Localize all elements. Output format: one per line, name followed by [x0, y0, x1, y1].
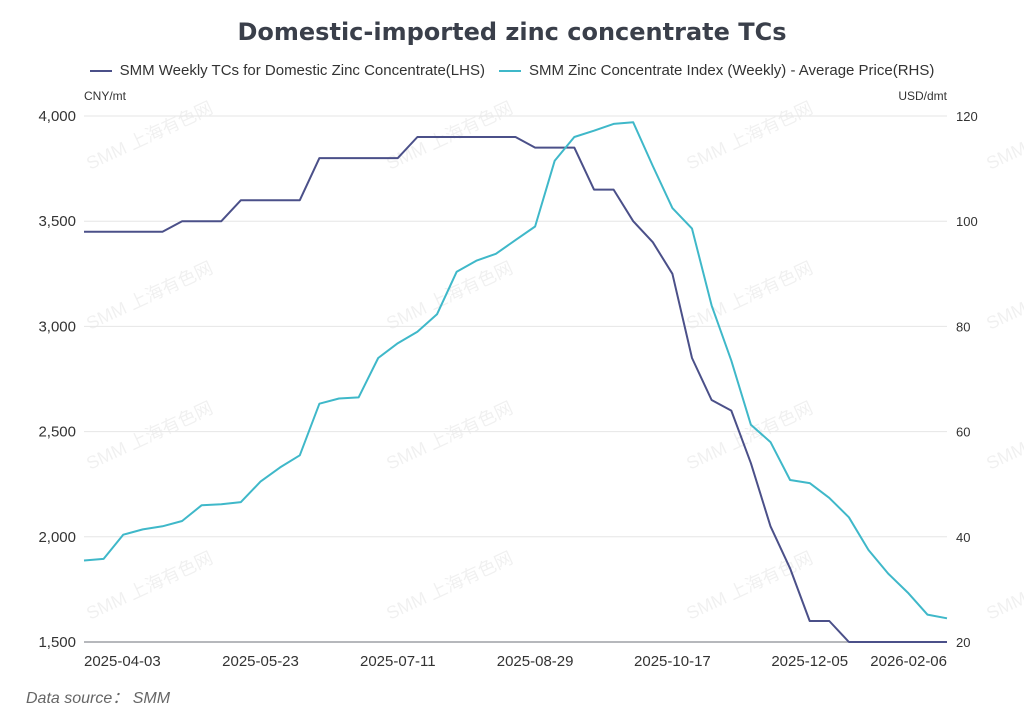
x-tick-label: 2025-07-11 — [360, 653, 436, 670]
watermark-text: SMM 上海有色网 — [383, 98, 516, 174]
right-tick-label: 60 — [956, 425, 970, 440]
watermark-text: SMM 上海有色网 — [83, 98, 216, 174]
data-source: Data source： SMM — [26, 690, 171, 707]
left-axis-unit: CNY/mt — [84, 89, 127, 103]
right-axis: 20 40 60 80 100 120 USD/dmt — [898, 89, 977, 650]
watermark-text: SMM 上海有色网 — [83, 398, 216, 474]
left-tick-label: 3,000 — [38, 318, 76, 335]
right-tick-label: 120 — [956, 109, 978, 124]
left-tick-label: 2,500 — [38, 424, 76, 441]
watermark-text: SMM 上海有色网 — [383, 258, 516, 334]
left-axis: 1,500 2,000 2,500 3,000 3,500 4,000 CNY/mt — [38, 89, 126, 651]
legend-swatch-domestic-tcs — [89, 69, 112, 72]
right-tick-label: 80 — [956, 319, 970, 334]
x-tick-label: 2025-12-05 — [771, 653, 848, 670]
watermark-text: SMM 上海有色网 — [683, 98, 816, 174]
series-line-domestic-tcs[interactable] — [84, 136, 947, 643]
right-tick-label: 40 — [956, 530, 970, 545]
watermark-text: SMM 上海有色网 — [383, 398, 516, 474]
legend-item-domestic-tcs[interactable]: SMM Weekly TCs for Domestic Zinc Concent… — [89, 62, 485, 79]
x-tick-label: 2025-05-23 — [222, 653, 299, 670]
left-tick-label: 4,000 — [38, 108, 76, 125]
x-tick-label: 2025-08-29 — [497, 653, 574, 670]
x-tick-label: 2025-10-17 — [634, 653, 711, 670]
x-axis: 2025-04-03 2025-05-23 2025-07-11 2025-08-29… — [84, 641, 947, 670]
x-tick-label: 2026-02-06 — [870, 653, 947, 670]
watermark-text: SMM 上海有色网 — [983, 398, 1024, 474]
watermark-layer: SMM 上海有色网 SMM 上海有色网 SMM 上海有色网 SMM 上海有色网 SMM … — [83, 98, 1024, 624]
right-tick-label: 100 — [956, 214, 978, 229]
gridlines — [84, 115, 947, 538]
legend-swatch-zinc-index — [498, 69, 521, 72]
chart-title: Domestic-imported zinc concentrate TCs — [237, 18, 787, 46]
watermark-text: SMM 上海有色网 — [983, 98, 1024, 174]
legend-item-zinc-index[interactable]: SMM Zinc Concentrate Index (Weekly) - Av… — [498, 62, 935, 79]
left-tick-label: 1,500 — [38, 634, 76, 651]
watermark-text: SMM 上海有色网 — [983, 258, 1024, 334]
legend-label-zinc-index: SMM Zinc Concentrate Index (Weekly) - Av… — [528, 62, 935, 79]
left-tick-label: 2,000 — [38, 529, 76, 546]
watermark-text: SMM 上海有色网 — [83, 258, 216, 334]
legend: SMM Weekly TCs for Domestic Zinc Concent… — [0, 62, 1024, 79]
left-tick-label: 3,500 — [38, 213, 76, 230]
legend-label-domestic-tcs: SMM Weekly TCs for Domestic Zinc Concent… — [119, 62, 485, 79]
series-line-zinc-index[interactable] — [83, 121, 948, 620]
right-axis-unit: USD/dmt — [898, 89, 947, 103]
watermark-text: SMM 上海有色网 — [983, 548, 1024, 624]
watermark-text: SMM 上海有色网 — [383, 548, 516, 624]
series-lines — [83, 121, 948, 643]
right-tick-label: 20 — [956, 635, 970, 650]
x-tick-label: 2025-04-03 — [84, 653, 161, 670]
